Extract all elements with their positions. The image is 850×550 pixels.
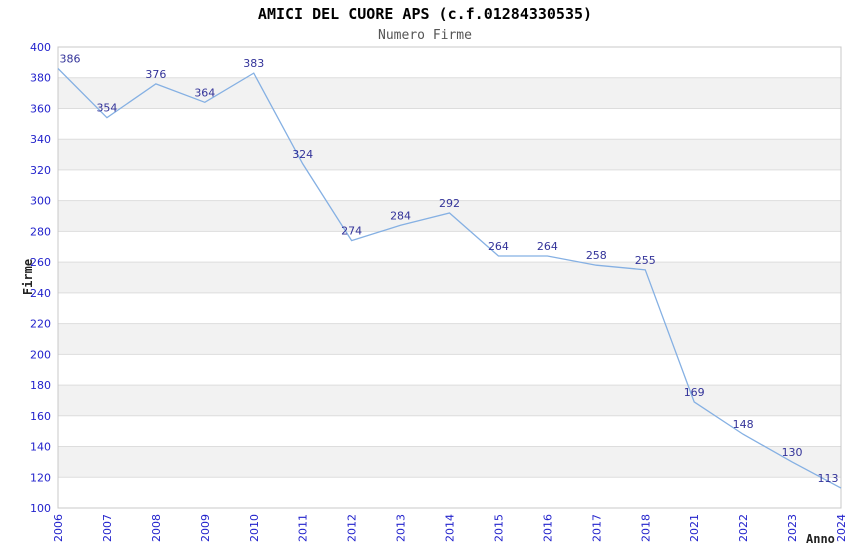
grid-band <box>58 446 841 478</box>
y-tick-label: 140 <box>30 441 51 454</box>
x-tick-label: 2014 <box>444 514 457 542</box>
data-line <box>57 68 842 489</box>
point-label: 258 <box>586 249 607 262</box>
point-label: 354 <box>96 102 117 115</box>
point-label: 364 <box>194 86 215 99</box>
grid-band <box>58 385 841 416</box>
x-tick-label: 2016 <box>541 514 554 542</box>
x-axis-label: Anno <box>806 532 835 546</box>
x-tick-label: 2006 <box>52 514 65 542</box>
point-label: 113 <box>818 472 839 485</box>
y-tick-label: 380 <box>30 72 51 85</box>
point-label: 274 <box>341 225 362 238</box>
grid-band <box>58 323 841 355</box>
point-label: 169 <box>684 386 705 399</box>
grid-band <box>58 200 841 232</box>
x-tick-label: 2012 <box>346 514 359 542</box>
point-label: 130 <box>782 446 803 459</box>
x-tick-label: 2018 <box>639 514 652 542</box>
x-tick-label: 2017 <box>590 514 603 542</box>
y-tick-label: 180 <box>30 379 51 392</box>
point-label: 255 <box>635 254 656 267</box>
point-label: 292 <box>439 197 460 210</box>
x-tick-label: 2015 <box>492 514 505 542</box>
x-tick-label: 2010 <box>248 514 261 542</box>
grid-band <box>58 262 841 293</box>
chart-title: AMICI DEL CUORE APS (c.f.01284330535) <box>257 5 593 23</box>
chart-subtitle: Numero Firme <box>378 28 472 43</box>
x-tick-label: 2022 <box>737 514 750 542</box>
y-tick-label: 300 <box>30 195 51 208</box>
grid-band <box>58 139 841 170</box>
point-label: 386 <box>60 53 81 66</box>
y-tick-label: 220 <box>30 318 51 331</box>
x-tick-label: 2007 <box>101 514 114 542</box>
y-tick-label: 120 <box>30 471 51 484</box>
y-tick-label: 400 <box>30 41 51 54</box>
x-tick-label: 2013 <box>395 514 408 542</box>
y-tick-label: 240 <box>30 287 51 300</box>
x-tick-label: 2021 <box>688 514 701 542</box>
y-tick-label: 200 <box>30 348 51 361</box>
x-tick-label: 2009 <box>199 514 212 542</box>
y-tick-label: 320 <box>30 164 51 177</box>
point-label: 148 <box>733 418 754 431</box>
point-label: 284 <box>390 209 411 222</box>
y-tick-label: 340 <box>30 133 51 146</box>
grid-band <box>58 77 841 109</box>
point-label: 383 <box>243 57 264 70</box>
point-label: 264 <box>537 240 558 253</box>
x-tick-label: 2011 <box>297 514 310 542</box>
point-label: 376 <box>145 68 166 81</box>
x-tick-label: 2008 <box>150 514 163 542</box>
plot-border <box>57 46 842 509</box>
point-label: 264 <box>488 240 509 253</box>
y-tick-label: 360 <box>30 102 51 115</box>
y-tick-label: 160 <box>30 410 51 423</box>
y-tick-label: 260 <box>30 256 51 269</box>
y-tick-label: 280 <box>30 225 51 238</box>
point-label: 324 <box>292 148 313 161</box>
x-tick-label: 2024 <box>835 514 848 542</box>
x-tick-label: 2023 <box>786 514 799 542</box>
y-tick-label: 100 <box>30 502 51 515</box>
